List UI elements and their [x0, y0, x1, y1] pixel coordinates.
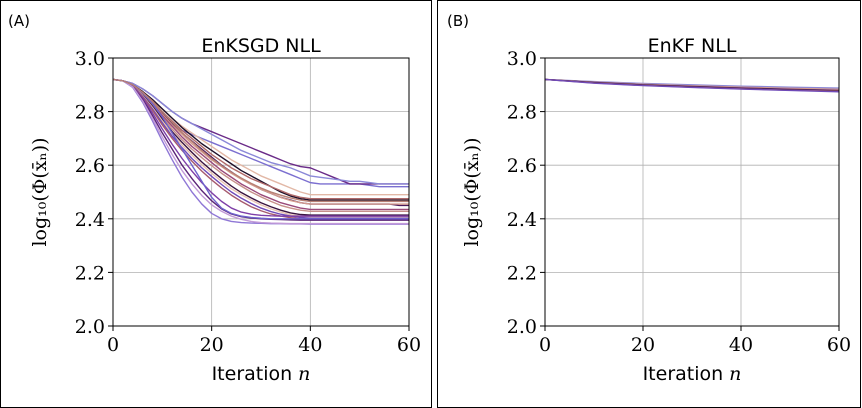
x-tick-label: 60 [827, 334, 851, 356]
series-line [112, 78, 409, 207]
x-tick-label: 40 [298, 334, 322, 356]
y-tick-label: 2.4 [507, 209, 537, 231]
x-tick-label: 20 [631, 334, 655, 356]
y-tick-label: 2.0 [507, 316, 537, 338]
panel-b-grid [544, 57, 840, 327]
panel-a-y-axis-label: log₁₀(Φ(x̄ₙ)) [29, 137, 51, 246]
panel-a-x-axis-label: Iteration n [212, 363, 311, 385]
panel-b: (B) EnKF NLL 0 20 40 60 2.0 2.2 2.4 2.6 2.8 3.0 I… [437, 0, 861, 408]
x-tick-label: 20 [200, 334, 224, 356]
panel-b-title: EnKF NLL [648, 35, 737, 57]
series-line [544, 78, 840, 93]
series-line [112, 78, 409, 185]
panel-a-title: EnKSGD NLL [201, 35, 321, 57]
y-tick-label: 3.0 [75, 48, 105, 70]
y-tick-label: 2.6 [75, 155, 105, 177]
panel-b-series [544, 78, 840, 93]
panel-b-y-axis-label: log₁₀(Φ(x̄ₙ)) [461, 137, 483, 246]
y-tick-label: 2.2 [507, 262, 537, 284]
series-line [112, 78, 409, 225]
series-line [112, 78, 409, 217]
y-tick-label: 2.4 [75, 209, 105, 231]
y-tick-label: 2.0 [75, 316, 105, 338]
y-tick-label: 2.2 [75, 262, 105, 284]
panel-a-grid [112, 57, 410, 327]
panel-a: (A) EnKSGD NLL 0 20 40 60 2.0 2.2 2.4 2.6 2.8 3.0… [0, 0, 432, 408]
panel-b-x-axis-label: Iteration n [643, 363, 742, 385]
panel-a-ticks: 0 20 40 60 2.0 2.2 2.4 2.6 2.8 3.0 [75, 48, 421, 356]
series-line [112, 78, 409, 216]
panel-b-ticks: 0 20 40 60 2.0 2.2 2.4 2.6 2.8 3.0 [507, 48, 851, 356]
y-tick-label: 2.6 [507, 155, 537, 177]
panel-a-series [112, 78, 409, 225]
panel-b-axes-frame [544, 57, 840, 327]
x-tick-label: 40 [729, 334, 753, 356]
panel-b-label: (B) [447, 12, 469, 30]
x-tick-label: 0 [539, 334, 551, 356]
x-tick-label: 0 [107, 334, 119, 356]
series-line [112, 78, 409, 188]
y-tick-label: 2.8 [75, 102, 105, 124]
series-line [112, 78, 409, 211]
y-tick-label: 3.0 [507, 48, 537, 70]
x-tick-label: 60 [397, 334, 421, 356]
series-line [112, 78, 409, 220]
series-line [112, 78, 409, 205]
series-line [112, 78, 409, 196]
y-tick-label: 2.8 [507, 102, 537, 124]
panel-a-label: (A) [8, 12, 30, 30]
panel-a-axes-frame [112, 57, 410, 327]
series-line [112, 78, 409, 203]
series-line [112, 78, 409, 201]
